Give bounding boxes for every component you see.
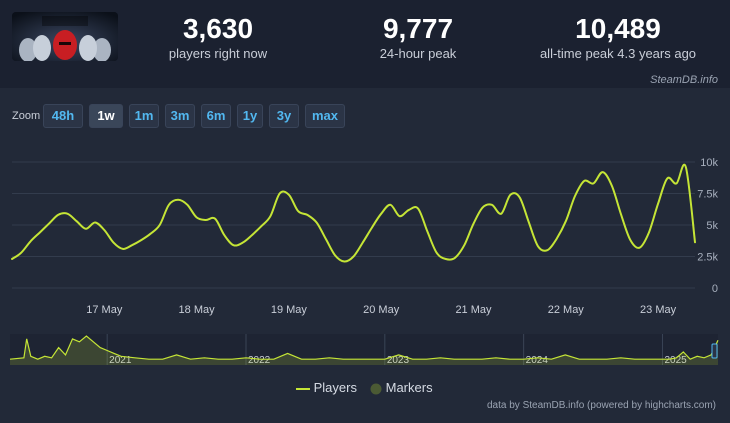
zoom-button-3m[interactable]: 3m: [165, 104, 195, 128]
navigator-year-label: 2023: [387, 355, 410, 366]
y-tick-label: 0: [712, 283, 718, 295]
time-navigator[interactable]: 2021 2022 2023 2024 2025: [9, 334, 719, 366]
zoom-button-3y[interactable]: 3y: [269, 104, 299, 128]
current-players-label: players right now: [168, 46, 268, 61]
x-tick-label: 19 May: [271, 304, 308, 316]
zoom-button-max[interactable]: max: [305, 104, 345, 128]
current-players-value: 3,630: [182, 13, 254, 44]
zoom-button-6m[interactable]: 6m: [201, 104, 231, 128]
zoom-button-1y[interactable]: 1y: [237, 104, 263, 128]
game-art-image: [12, 12, 118, 61]
navigator-background: [10, 334, 718, 365]
all-time-peak-stat: 10,489 all-time peak 4.3 years ago: [528, 13, 708, 62]
x-tick-label: 23 May: [640, 304, 677, 316]
header-bar: 3,630 players right now 9,777 24-hour pe…: [0, 0, 730, 72]
legend-item-markers[interactable]: Markers: [370, 380, 433, 395]
navigator-year-label: 2024: [526, 355, 549, 366]
x-tick-label: 22 May: [548, 304, 585, 316]
all-time-peak-label: all-time peak 4.3 years ago: [539, 46, 697, 61]
zoom-button-1w[interactable]: 1w: [89, 104, 123, 128]
y-tick-label: 10k: [700, 157, 718, 169]
x-tick-label: 18 May: [179, 304, 216, 316]
players-legend-label: Players: [313, 380, 357, 395]
players-series-line: [11, 163, 696, 263]
x-tick-label: 17 May: [86, 304, 123, 316]
player-count-chart[interactable]: 0 2.5k 5k 7.5k 10k 17 May 18 May 19 May 20 May 2…: [0, 88, 730, 423]
markers-legend-icon: [370, 383, 382, 395]
y-tick-label: 2.5k: [697, 252, 718, 264]
zoom-button-48h[interactable]: 48h: [43, 104, 83, 128]
steamdb-credit[interactable]: SteamDB.info: [650, 74, 718, 86]
y-tick-label: 7.5k: [697, 189, 718, 201]
players-legend-icon: [296, 387, 310, 390]
data-credit[interactable]: data by SteamDB.info (powered by highcha…: [487, 400, 716, 411]
chart-panel: [0, 88, 730, 423]
game-thumbnail[interactable]: [12, 12, 118, 61]
navigator-year-label: 2022: [248, 355, 271, 366]
current-players-stat: 3,630 players right now: [148, 13, 288, 62]
y-axis-ticks: 0 2.5k 5k 7.5k 10k: [697, 157, 718, 295]
x-tick-label: 20 May: [363, 304, 400, 316]
zoom-button-1m[interactable]: 1m: [129, 104, 159, 128]
all-time-peak-value: 10,489: [575, 13, 661, 44]
day-peak-value: 9,777: [382, 13, 454, 44]
zoom-label: Zoom: [12, 110, 41, 122]
x-axis-ticks: 17 May 18 May 19 May 20 May 21 May 22 May 23 M…: [86, 304, 676, 316]
navigator-year-label: 2021: [109, 355, 132, 366]
navigator-series-line: [9, 335, 719, 360]
day-peak-stat: 9,777 24-hour peak: [348, 13, 488, 62]
chart-grid: [12, 161, 695, 289]
navigator-range-handle[interactable]: [711, 343, 718, 359]
y-tick-label: 5k: [706, 220, 718, 232]
x-tick-label: 21 May: [455, 304, 492, 316]
markers-legend-label: Markers: [385, 380, 433, 395]
navigator-year-label: 2025: [664, 355, 687, 366]
legend-item-players[interactable]: Players: [296, 380, 357, 395]
day-peak-label: 24-hour peak: [379, 46, 457, 61]
